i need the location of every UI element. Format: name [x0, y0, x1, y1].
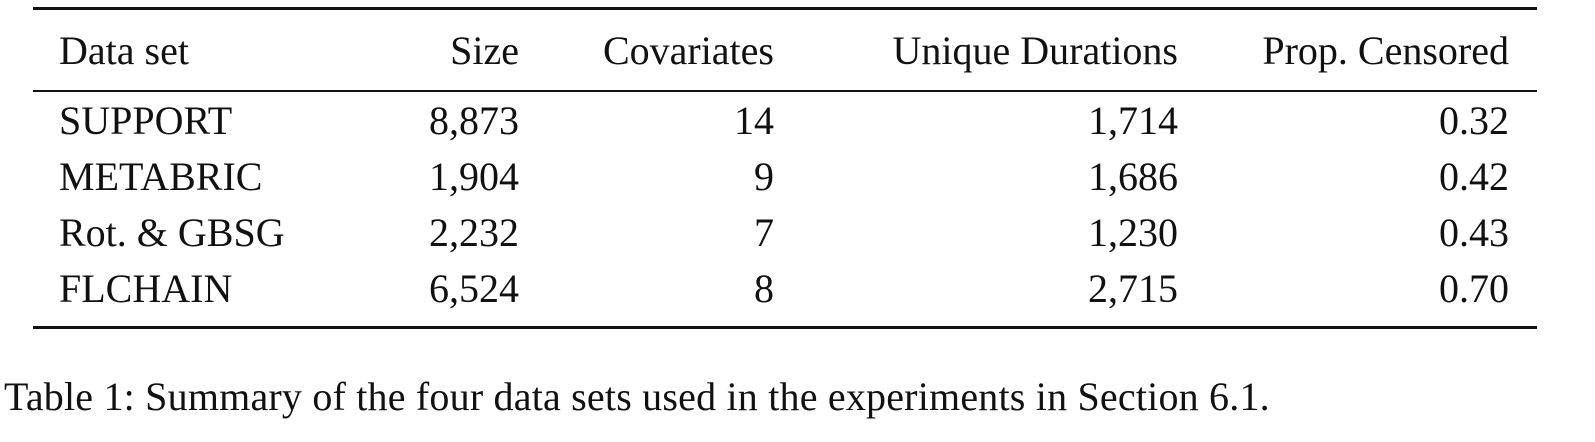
cell-covariates: 9: [754, 153, 774, 199]
data-summary-table-container: Data set Size Covariates Unique Duration…: [33, 7, 1537, 329]
cell-prop-censored: 0.70: [1439, 265, 1509, 311]
cell-prop-censored: 0.42: [1439, 153, 1509, 199]
header-prop-censored: Prop. Censored: [1262, 27, 1509, 73]
header-size: Size: [450, 27, 519, 73]
header-data-set: Data set: [59, 27, 189, 73]
cell-size: 8,873: [429, 97, 519, 143]
cell-unique-durations: 2,715: [1088, 265, 1178, 311]
table-header-row: Data set Size Covariates Unique Duration…: [33, 10, 1537, 90]
cell-unique-durations: 1,714: [1088, 97, 1178, 143]
mid-rule: [33, 90, 1537, 92]
data-summary-table: Data set Size Covariates Unique Duration…: [33, 10, 1537, 326]
cell-data-set: Rot. & GBSG: [59, 209, 285, 255]
table-row: SUPPORT 8,873 14 1,714 0.32: [33, 92, 1537, 148]
table-row: Rot. & GBSG 2,232 7 1,230 0.43: [33, 204, 1537, 260]
cell-data-set: METABRIC: [59, 153, 263, 199]
top-rule: [33, 7, 1537, 10]
header-covariates: Covariates: [602, 27, 774, 73]
cell-data-set: SUPPORT: [59, 97, 233, 143]
cell-data-set: FLCHAIN: [59, 265, 233, 311]
cell-size: 6,524: [429, 265, 519, 311]
cell-covariates: 7: [754, 209, 774, 255]
table-row: METABRIC 1,904 9 1,686 0.42: [33, 148, 1537, 204]
cell-covariates: 14: [734, 97, 774, 143]
cell-size: 2,232: [429, 209, 519, 255]
table-caption: Table 1: Summary of the four data sets u…: [4, 374, 1270, 419]
bottom-rule: [33, 326, 1537, 329]
cell-prop-censored: 0.32: [1439, 97, 1509, 143]
cell-unique-durations: 1,230: [1088, 209, 1178, 255]
table-row: FLCHAIN 6,524 8 2,715 0.70: [33, 260, 1537, 326]
cell-size: 1,904: [429, 153, 519, 199]
cell-unique-durations: 1,686: [1088, 153, 1178, 199]
cell-covariates: 8: [754, 265, 774, 311]
header-unique-durations: Unique Durations: [892, 27, 1178, 73]
cell-prop-censored: 0.43: [1439, 209, 1509, 255]
